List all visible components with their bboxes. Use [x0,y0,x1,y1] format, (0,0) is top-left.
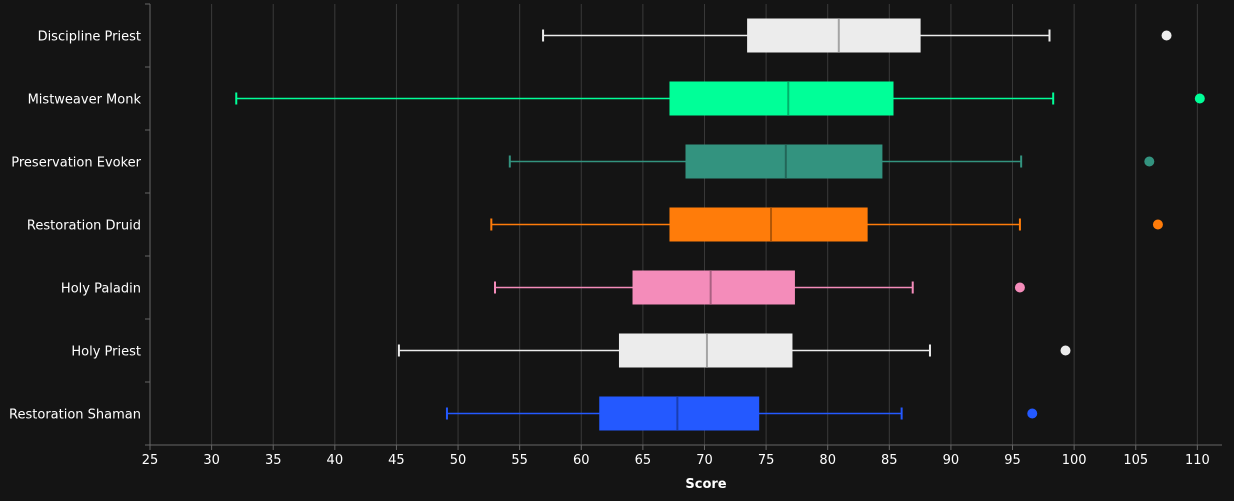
category-label: Holy Priest [71,345,141,360]
outlier-point [1194,93,1205,104]
iqr-box [632,270,795,305]
x-tick-label: 25 [142,453,159,468]
outlier-point [1144,156,1155,167]
category-label: Mistweaver Monk [28,93,142,108]
category-label: Discipline Priest [38,30,141,45]
category-label: Holy Paladin [61,282,141,297]
x-tick-label: 110 [1185,453,1210,468]
x-tick-label: 35 [265,453,282,468]
outlier-point [1014,282,1025,293]
x-tick-label: 65 [635,453,652,468]
x-tick-label: 70 [696,453,713,468]
outlier-point [1060,345,1071,356]
iqr-box [669,81,894,116]
x-tick-label: 30 [203,453,220,468]
iqr-box [747,18,921,53]
y-axis: Discipline Priest Mistweaver Monk Preserva… [9,3,151,446]
iqr-box [669,207,868,242]
category-label: Restoration Druid [27,219,141,234]
x-tick-label: 95 [1004,453,1021,468]
x-tick-label: 40 [327,453,344,468]
box-group [445,396,1038,431]
iqr-box [618,333,793,368]
box-group [494,270,1025,305]
x-tick-label: 50 [450,453,467,468]
box-group [542,18,1172,53]
category-label: Preservation Evoker [11,156,141,171]
x-axis: 25 30 35 40 45 50 55 60 65 70 75 80 85 90 95 100 105 110 [142,444,1222,468]
box-group [235,81,1205,116]
x-tick-label: 90 [943,453,960,468]
x-tick-label: 85 [881,453,898,468]
iqr-box [685,144,883,179]
x-tick-label: 75 [758,453,775,468]
x-axis-title: Score [685,477,726,492]
plot-area [235,18,1205,431]
outlier-point [1027,408,1038,419]
x-tick-label: 60 [573,453,590,468]
box-group [508,144,1155,179]
x-tick-label: 55 [511,453,528,468]
x-tick-label: 105 [1123,453,1148,468]
x-tick-label: 80 [819,453,836,468]
x-tick-label: 45 [388,453,405,468]
iqr-box [599,396,760,431]
box-group [397,333,1071,368]
category-label: Restoration Shaman [9,408,141,423]
x-tick-label: 100 [1062,453,1087,468]
box-group [490,207,1163,242]
outlier-point [1161,30,1172,41]
outlier-point [1152,219,1163,230]
